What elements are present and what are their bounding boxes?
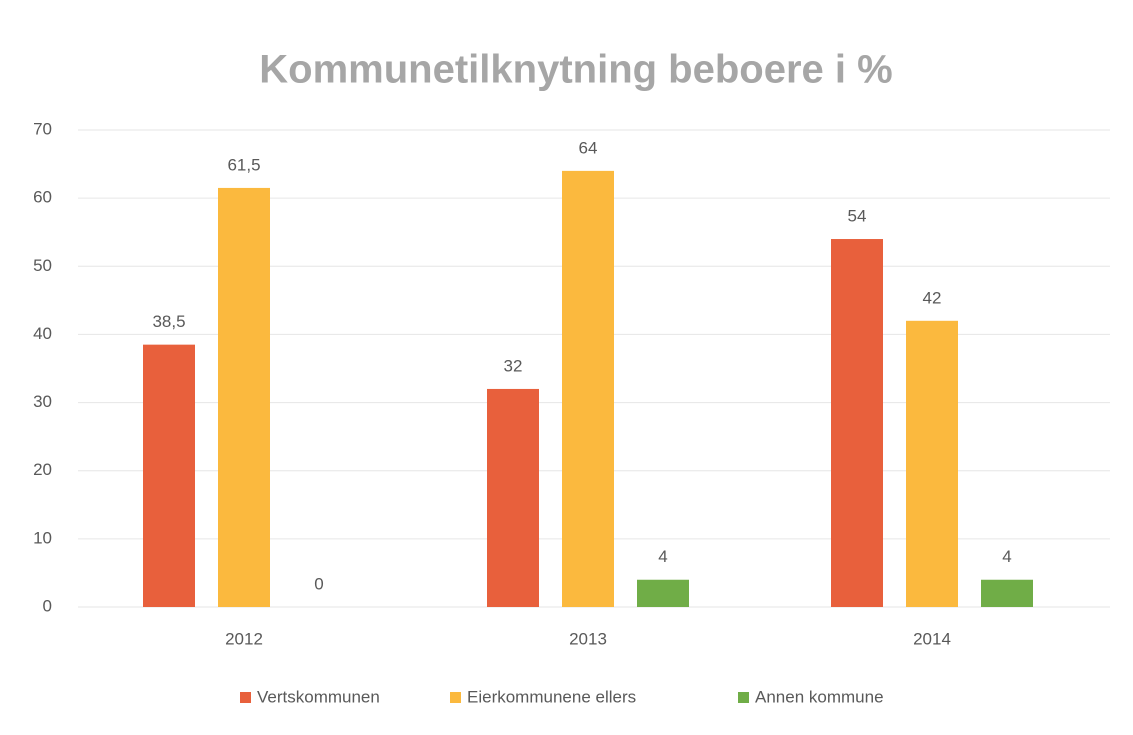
y-tick-label: 30 [33,392,52,411]
data-label: 61,5 [227,155,260,174]
legend-label: Vertskommunen [257,687,380,706]
bar [143,344,195,607]
data-label: 38,5 [152,312,185,331]
data-label: 64 [579,138,598,157]
x-tick-label: 2013 [569,629,607,648]
y-tick-label: 0 [43,596,52,615]
y-tick-label: 10 [33,528,52,547]
bar [981,579,1033,607]
bar [637,579,689,607]
bar [218,187,270,607]
legend-swatch [738,692,749,703]
legend-label: Annen kommune [755,687,884,706]
legend-label: Eierkommunene ellers [467,687,636,706]
chart-title: Kommunetilknytning beboere i % [259,48,892,92]
bar [562,170,614,607]
y-tick-label: 40 [33,324,52,343]
data-label: 4 [1002,547,1011,566]
data-label: 0 [314,574,323,593]
y-tick-label: 60 [33,188,52,207]
x-tick-label: 2012 [225,629,263,648]
y-tick-label: 50 [33,256,52,275]
x-tick-label: 2014 [913,629,951,648]
bar [487,388,539,607]
bar [906,320,958,607]
data-label: 4 [658,547,667,566]
legend-swatch [450,692,461,703]
bar [831,239,883,607]
legend-swatch [240,692,251,703]
data-label: 32 [504,356,523,375]
y-tick-label: 20 [33,460,52,479]
data-label: 42 [923,288,942,307]
y-tick-label: 70 [33,119,52,138]
data-label: 54 [848,207,867,226]
